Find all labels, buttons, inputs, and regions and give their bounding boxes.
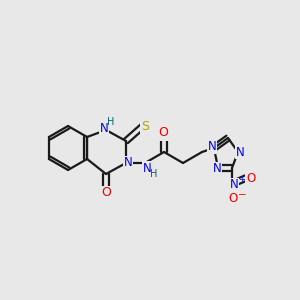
Text: H: H <box>150 169 158 179</box>
Text: N: N <box>208 140 216 154</box>
Text: H: H <box>107 117 115 127</box>
Text: +: + <box>238 175 246 184</box>
Text: N: N <box>142 161 152 175</box>
Text: O: O <box>158 127 168 140</box>
Text: N: N <box>230 178 238 191</box>
Text: O: O <box>101 187 111 200</box>
Text: −: − <box>238 190 246 200</box>
Text: O: O <box>246 172 256 184</box>
Text: N: N <box>213 163 221 176</box>
Text: N: N <box>236 146 244 158</box>
Text: N: N <box>124 157 132 169</box>
Text: O: O <box>228 193 238 206</box>
Text: N: N <box>100 122 108 134</box>
Text: S: S <box>141 119 149 133</box>
